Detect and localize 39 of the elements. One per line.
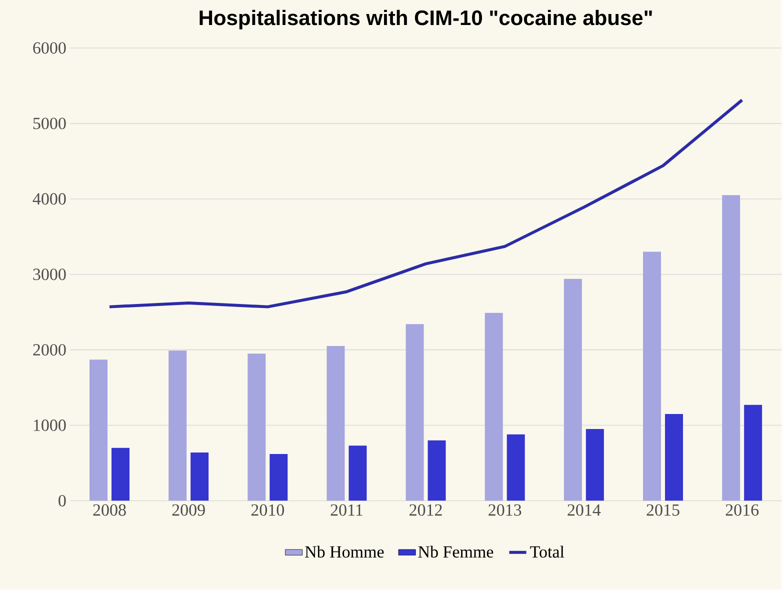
y-tick-label: 4000	[32, 193, 66, 205]
bar	[112, 448, 130, 501]
x-tick-label: 2011	[330, 504, 362, 516]
legend-label: Nb Homme	[305, 546, 384, 558]
bar	[190, 452, 209, 501]
bar	[586, 429, 604, 501]
bar	[506, 434, 525, 501]
bar	[744, 405, 762, 501]
y-tick-label: 2000	[33, 344, 66, 356]
x-tick-label: 2016	[726, 504, 759, 516]
y-tick-label: 1000	[34, 420, 66, 432]
bar	[428, 440, 446, 501]
line-series	[108, 98, 744, 308]
bar	[564, 279, 582, 501]
x-tick-label: 2014	[568, 504, 601, 516]
legend-label: Nb Femme	[418, 546, 494, 558]
bar	[326, 346, 345, 501]
bar	[722, 195, 740, 501]
x-tick-label: 2015	[646, 504, 680, 516]
bar	[348, 446, 367, 501]
x-tick-label: 2009	[172, 504, 205, 516]
y-tick-label: 5000	[33, 118, 66, 130]
bar	[406, 324, 424, 501]
x-tick-label: 2013	[488, 504, 522, 516]
legend-label: Total	[530, 546, 564, 558]
x-tick-label: 2010	[251, 504, 284, 516]
chart-title: Hospitalisations with CIM-10 "cocaine abuse"	[200, 10, 652, 30]
y-tick-label: 3000	[33, 268, 66, 280]
x-tick-label: 2008	[93, 504, 126, 516]
bar	[665, 414, 683, 501]
bar	[643, 252, 662, 501]
x-tick-label: 2012	[410, 504, 442, 516]
y-tick-label: 6000	[33, 42, 66, 54]
bar	[248, 354, 266, 501]
bar	[168, 350, 187, 501]
bar	[484, 312, 503, 501]
bar	[270, 454, 288, 501]
y-tick-label: 0	[58, 495, 66, 507]
bar	[90, 360, 108, 501]
